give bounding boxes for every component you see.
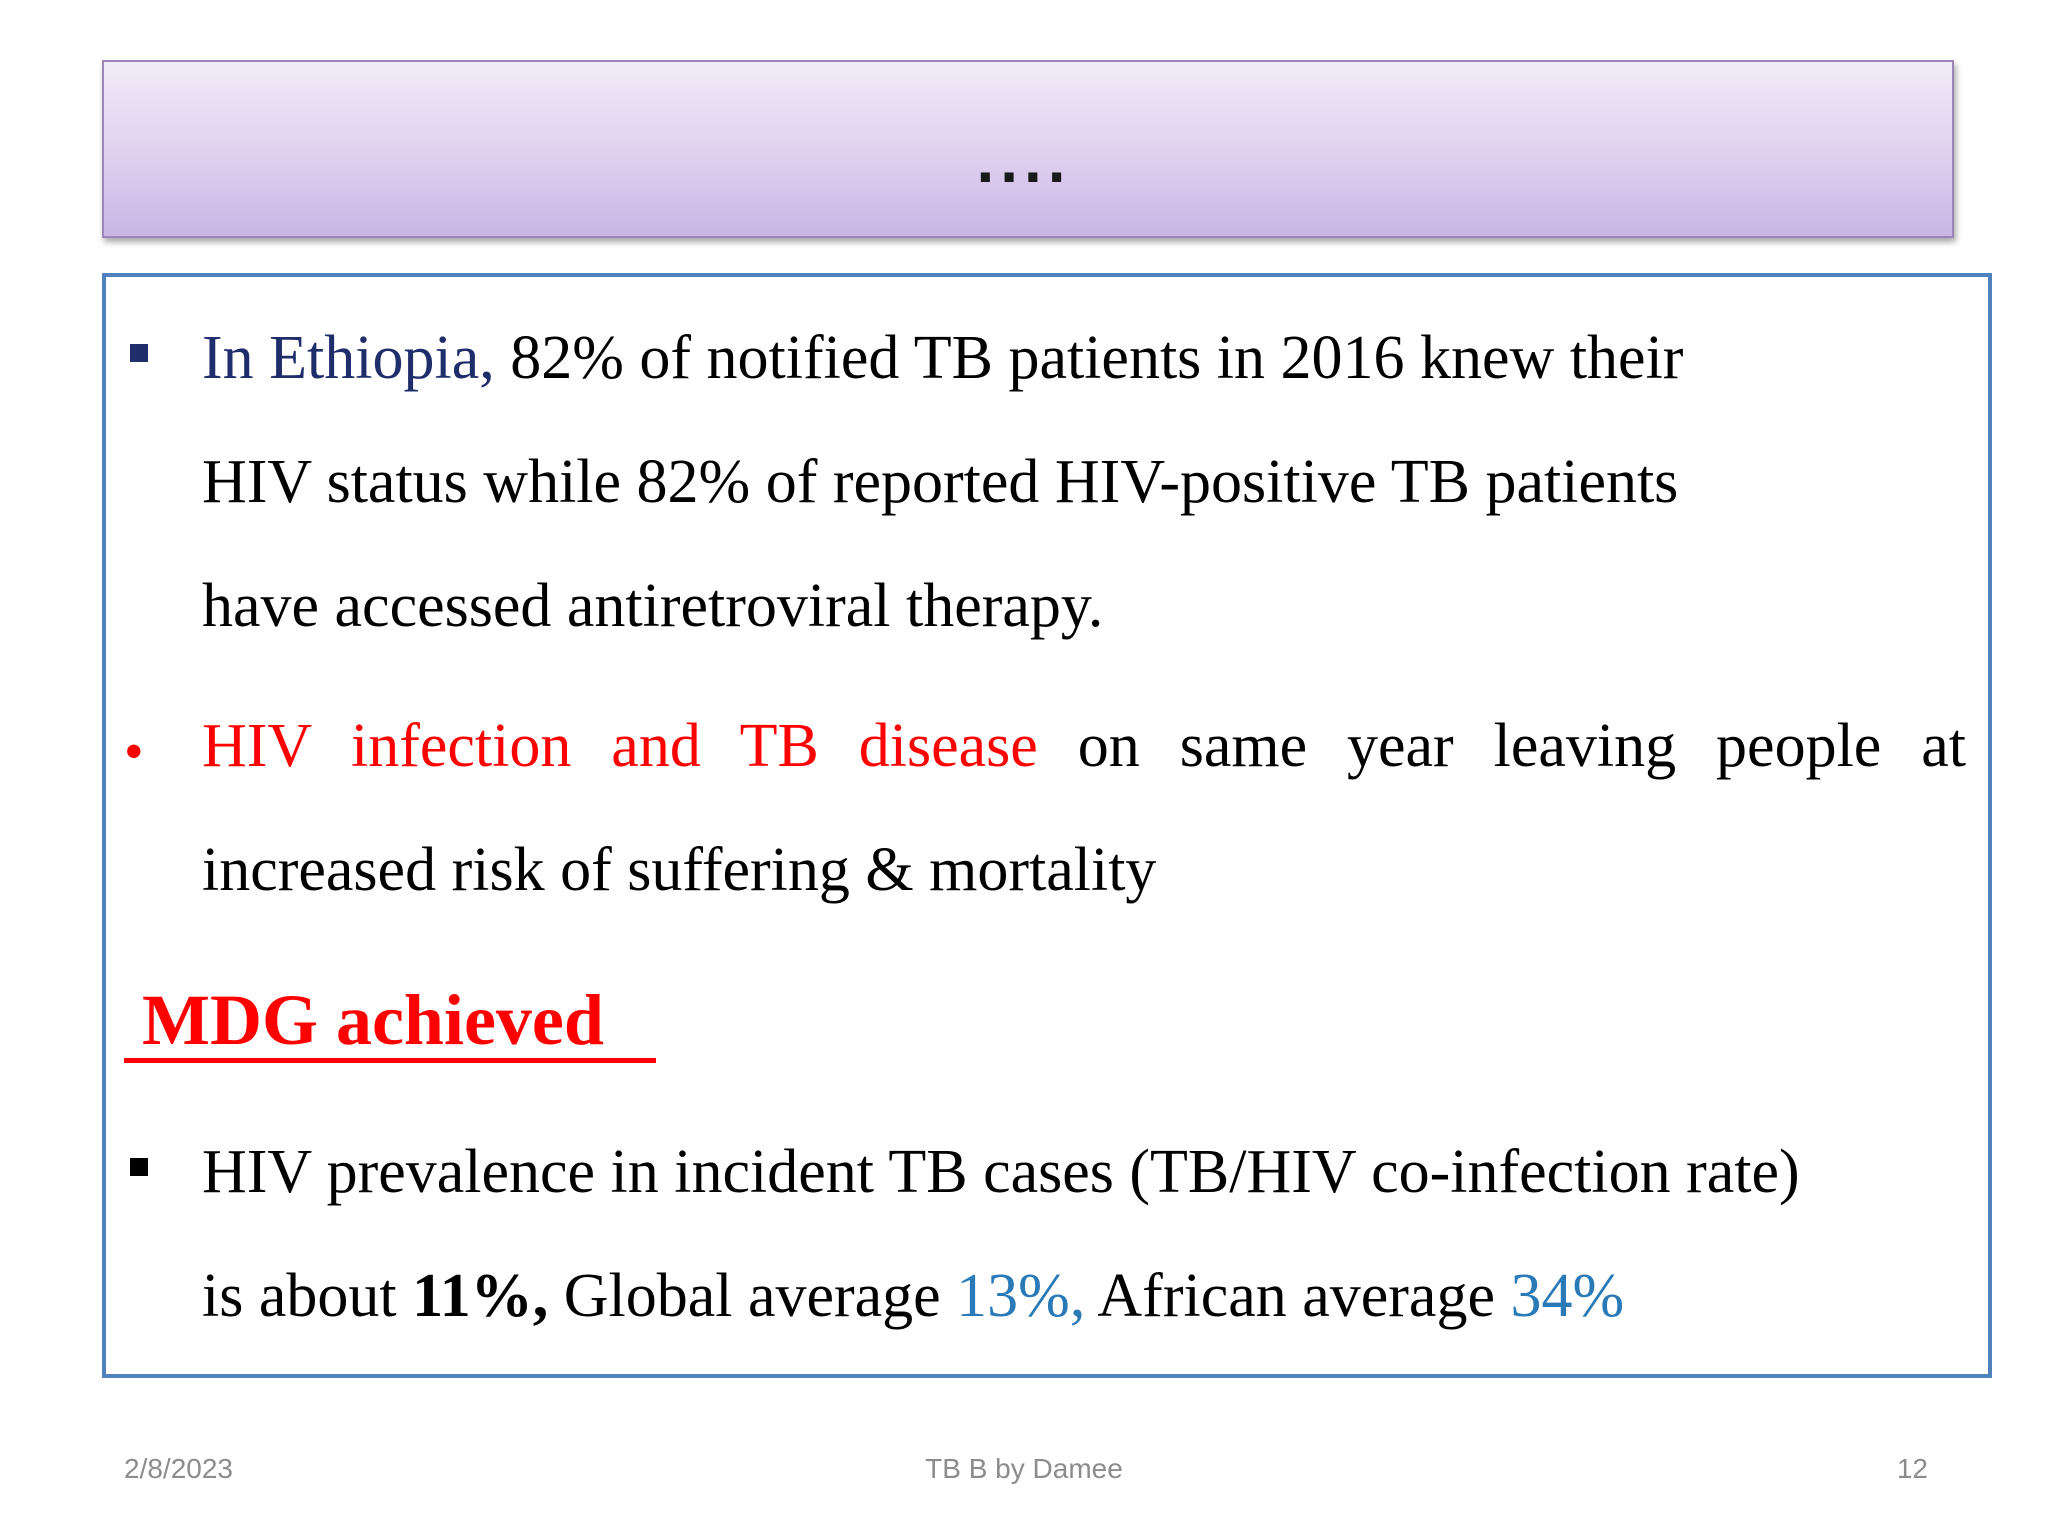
square-bullet-icon [130,344,148,362]
mdg-heading: MDG achieved [142,980,604,1060]
local-rate: 11%, [412,1262,549,1330]
bullet1-line1-text: 82% of notified TB patients in 2016 knew… [494,324,1684,392]
bullet3-prefix: is about [202,1262,413,1330]
title-bar [102,60,1954,238]
african-label: African average [1085,1262,1511,1330]
global-label: Global average [548,1262,957,1330]
square-bullet-icon [130,1158,148,1176]
footer-date: 2/8/2023 [124,1453,233,1484]
african-rate: 34% [1510,1262,1625,1330]
footer-author: TB B by Damee [925,1453,1123,1484]
content-box [102,273,1992,1378]
bullet-text-ethiopia: In Ethiopia, 82% of notified TB patients… [202,296,2048,668]
bullet-text-hiv-tb: HIV infection and TB disease on same yea… [202,684,1966,932]
bullet3-line2: is about 11%, Global average 13%, Africa… [202,1234,2048,1358]
bullet1-line3: have accessed antiretroviral therapy. [202,572,1104,640]
mdg-underline [124,1058,656,1063]
bullet2-highlight: HIV infection and TB disease [202,712,1038,780]
bullet2-rest: on same year leaving people at increased… [202,712,1966,904]
bullet1-line2: HIV status while 82% of reported HIV-pos… [202,448,1679,516]
bullet-text-prevalence: HIV prevalence in incident TB cases (TB/… [202,1110,2048,1358]
round-bullet-icon: • [124,721,144,783]
bullet1-line1: In Ethiopia, 82% of notified TB patients… [202,296,2048,420]
global-rate: 13%, [956,1262,1086,1330]
slide-title: .... [976,124,1072,196]
bullet3-line1: HIV prevalence in incident TB cases (TB/… [202,1138,1800,1206]
footer-page-number: 12 [1896,1453,1928,1484]
bullet1-highlight: In Ethiopia, [202,324,495,392]
